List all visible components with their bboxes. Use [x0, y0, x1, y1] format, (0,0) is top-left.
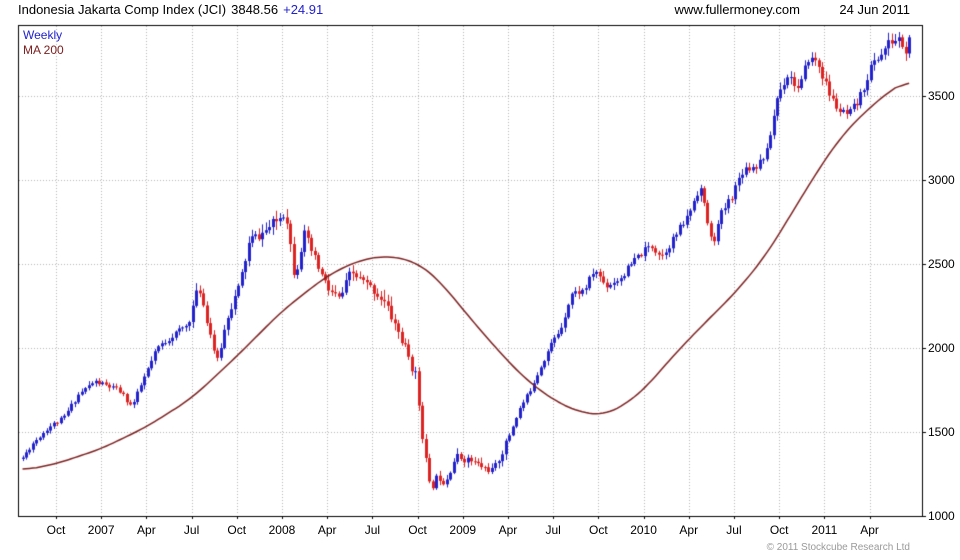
y-tick-label: 3000 [928, 172, 955, 187]
y-tick-label: 2000 [928, 340, 955, 355]
x-tick-label: 2007 [87, 523, 115, 537]
x-tick-label: Oct [589, 523, 608, 537]
x-tick-label: Apr [860, 523, 879, 537]
x-tick-label: Oct [769, 523, 789, 537]
x-tick-label: 2011 [811, 523, 838, 537]
legend-ma200: MA 200 [23, 43, 64, 57]
x-tick-label: 2008 [268, 523, 296, 537]
y-tick-label: 2500 [928, 256, 955, 271]
x-tick-label: Apr [679, 523, 699, 537]
x-tick-label: Apr [317, 523, 337, 537]
header-title-row: Indonesia Jakarta Comp Index (JCI) 3848.… [18, 3, 323, 17]
report-date: 24 Jun 2011 [839, 2, 910, 17]
x-tick-label: Apr [498, 523, 518, 537]
x-tick-label: Oct [227, 523, 247, 537]
copyright-text: © 2011 Stockcube Research Ltd [766, 542, 910, 553]
x-tick-label: Jul [183, 523, 200, 537]
last-price: 3848.56 [231, 2, 279, 17]
y-tick-label: 3500 [928, 88, 955, 103]
x-tick-label: Oct [408, 523, 427, 537]
x-tick-label: 2009 [449, 523, 477, 537]
price-change: +24.91 [283, 2, 324, 17]
x-tick-label: Oct [46, 523, 66, 537]
watermark: www.fullermoney.com [674, 2, 800, 17]
y-tick-label: 1500 [928, 424, 955, 439]
x-tick-label: Jul [726, 523, 742, 537]
x-tick-label: Jul [364, 523, 381, 537]
x-tick-label: Apr [137, 523, 156, 537]
legend-weekly: Weekly [23, 28, 63, 42]
y-tick-label: 1000 [928, 509, 955, 523]
x-tick-label: Jul [545, 523, 561, 537]
x-tick-label: 2010 [630, 523, 657, 537]
chart-title: Indonesia Jakarta Comp Index (JCI) [18, 2, 227, 17]
